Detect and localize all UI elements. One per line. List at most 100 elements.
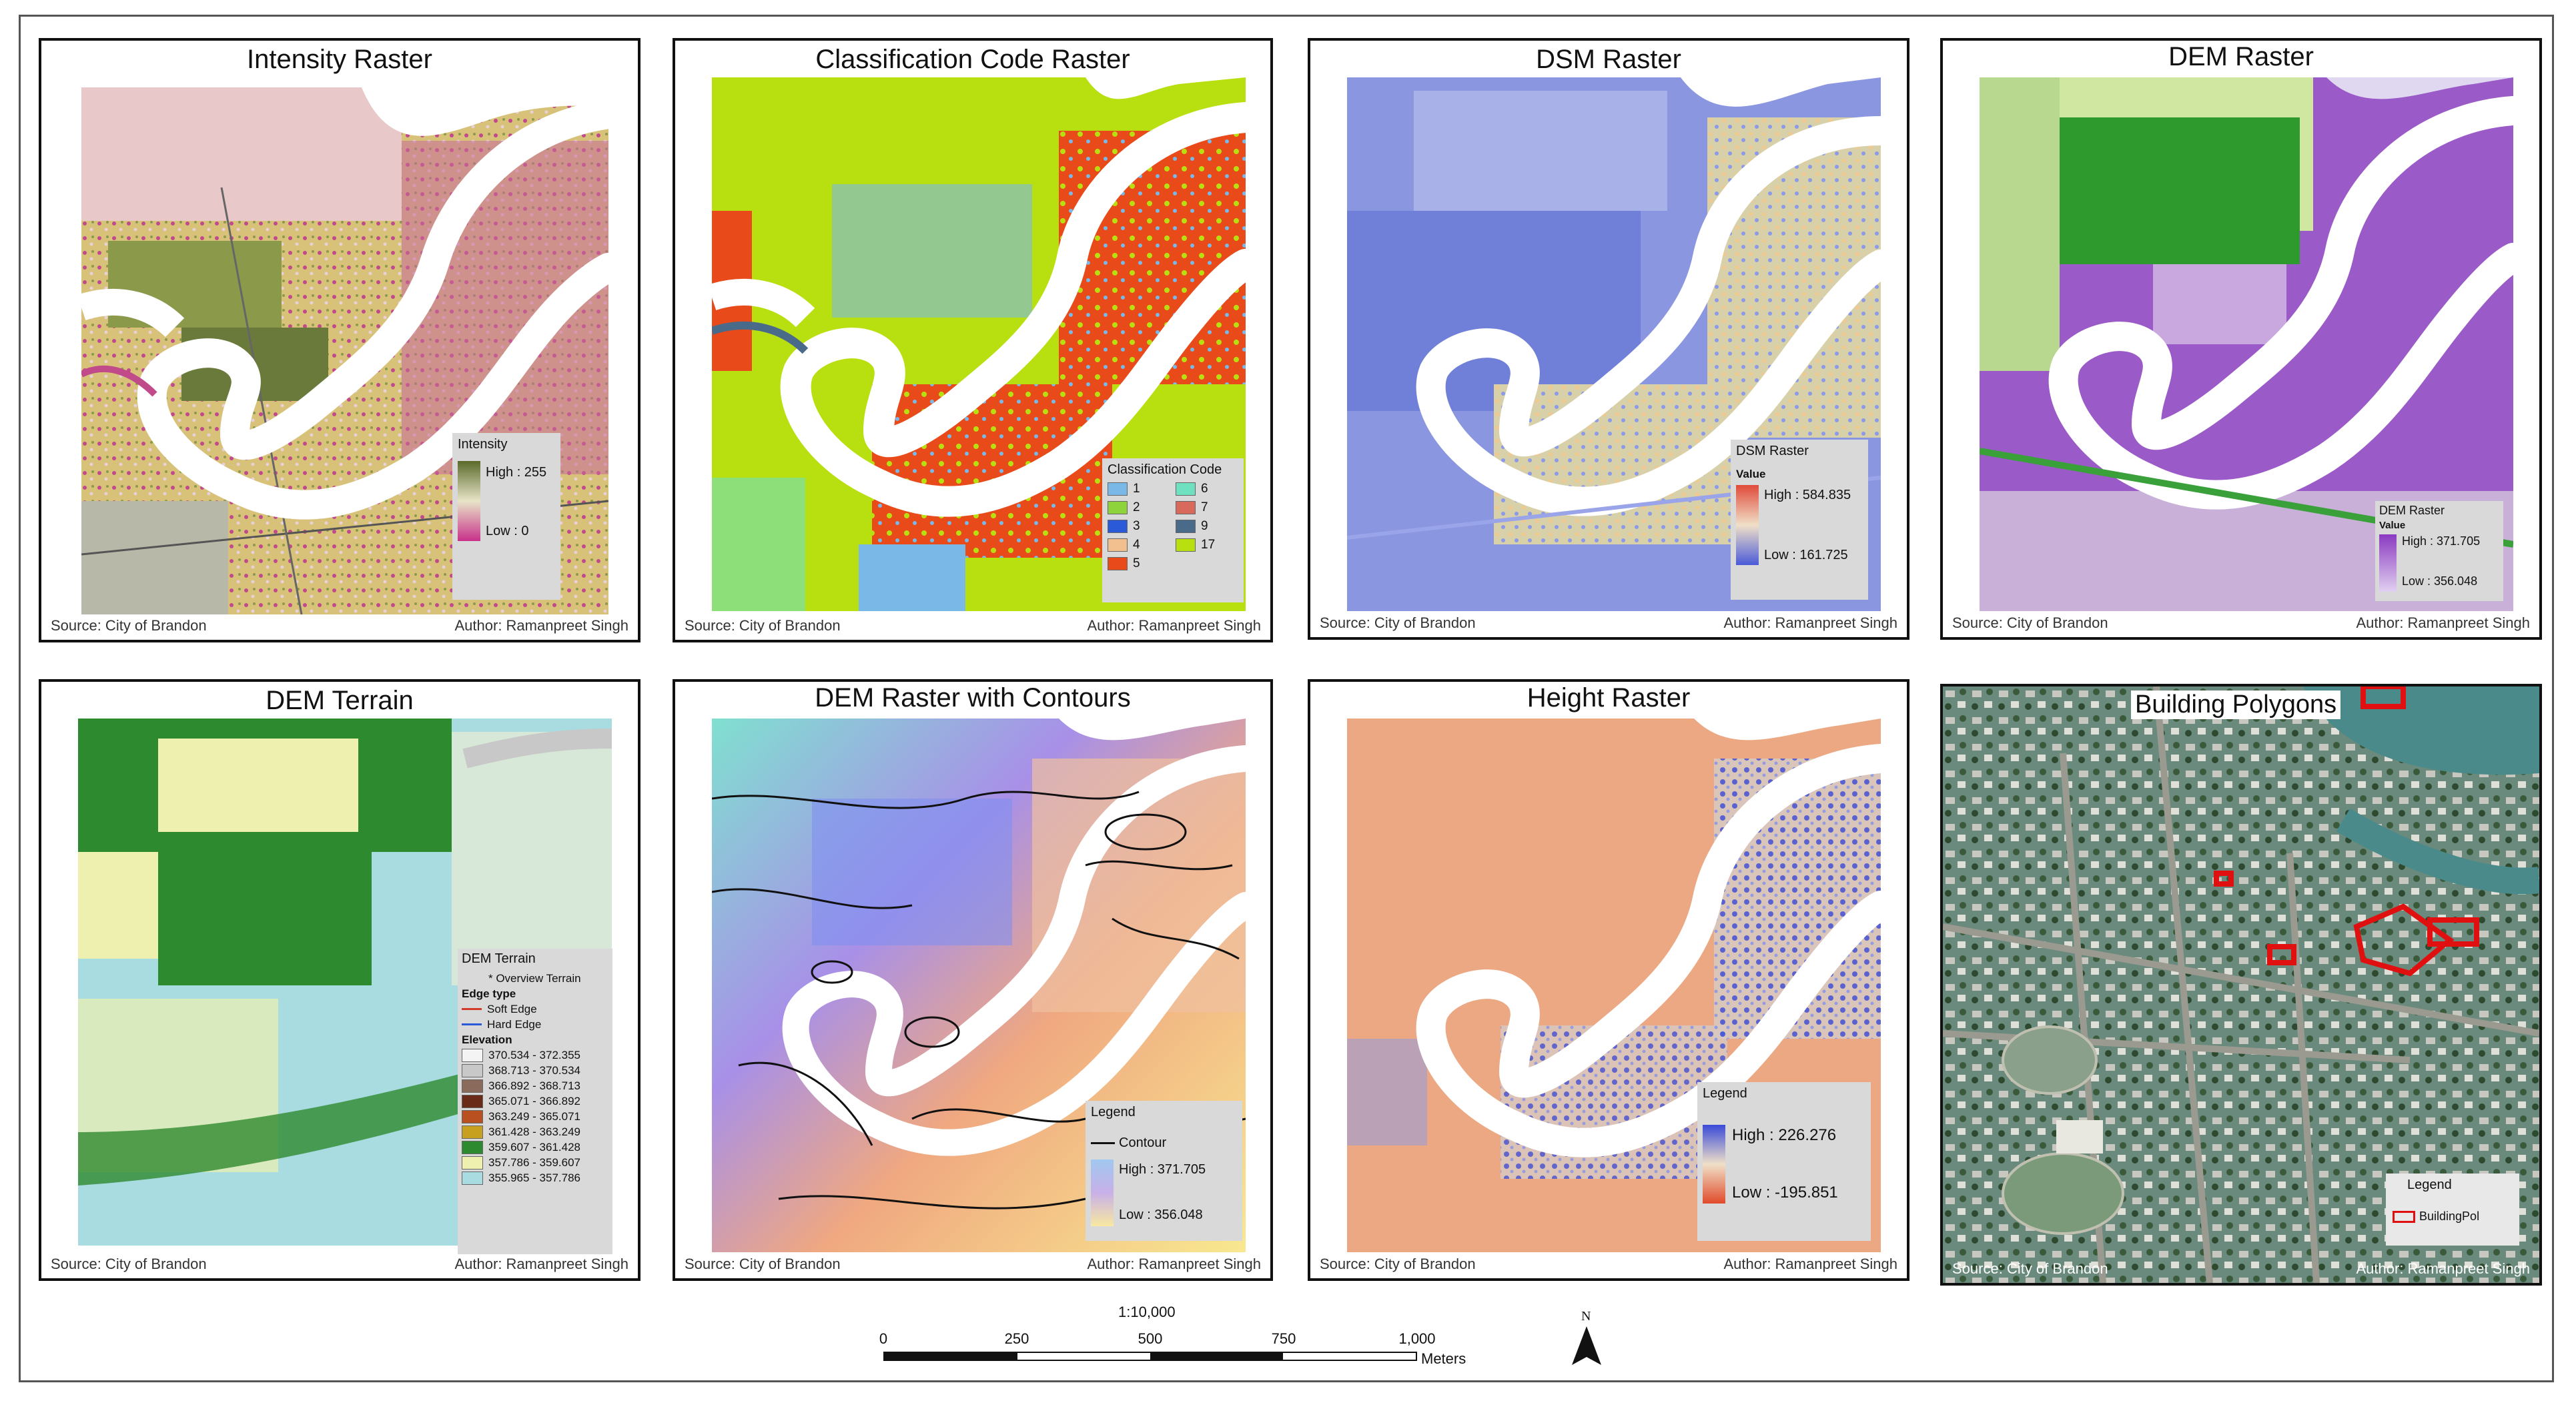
edge-type-item: Soft Edge: [462, 1001, 608, 1017]
scale-tick-label: 250: [1004, 1330, 1029, 1347]
class-color-swatch: [1176, 520, 1196, 533]
elevation-class-items: 370.534 - 372.355 368.713 - 370.534 366.89…: [462, 1047, 608, 1186]
panel-title: Intensity Raster: [247, 45, 432, 74]
legend-building-row: BuildingPol: [2393, 1210, 2479, 1224]
dem-color-ramp: [2379, 534, 2397, 592]
building-polygon-swatch: [2393, 1211, 2415, 1224]
author-note: Author: Ramanpreet Singh: [1087, 1256, 1262, 1272]
author-note: Author: Ramanpreet Singh: [1723, 614, 1898, 631]
class-color-swatch: [1108, 557, 1128, 570]
legend-edge-heading: Edge type: [462, 986, 608, 1001]
edge-type-items: Soft Edge Hard Edge: [462, 1001, 608, 1032]
class-color-swatch: [1176, 501, 1196, 514]
legend-title: DEM Raster: [2379, 504, 2445, 517]
map-layout-sheet: [19, 15, 2554, 1382]
dem-panel: DEM Raster DEM Raster Value High : 371.7…: [1940, 38, 2542, 640]
legend-high: High : 371.705: [2402, 534, 2481, 548]
elevation-color-swatch: [462, 1079, 483, 1093]
height-panel: Height Raster Legend High : 226.276 Low …: [1308, 679, 1909, 1281]
scale-tick-label: 1,000: [1398, 1330, 1436, 1347]
panel-title: DEM Raster: [2168, 42, 2314, 71]
author-note: Author: Ramanpreet Singh: [2356, 1260, 2531, 1277]
legend-overview: * Overview Terrain: [462, 971, 608, 986]
elevation-range-label: 368.713 - 370.534: [488, 1063, 581, 1077]
source-note: Source: City of Brandon: [685, 1256, 841, 1272]
dsm-map: [1347, 77, 1881, 611]
contours-panel: DEM Raster with Contours: [673, 679, 1273, 1281]
legend-low: Low : 356.048: [1119, 1208, 1203, 1222]
legend-title: Legend: [2407, 1178, 2452, 1192]
panel-title: DSM Raster: [1536, 45, 1681, 74]
author-note: Author: Ramanpreet Singh: [454, 1256, 629, 1272]
panel-title: Height Raster: [1527, 683, 1691, 713]
legend-high: High : 584.835: [1764, 488, 1851, 502]
legend-title: DSM Raster: [1736, 444, 1809, 458]
legend-high: High : 371.705: [1119, 1162, 1206, 1177]
elevation-range-label: 363.249 - 365.071: [488, 1109, 581, 1123]
legend-subtitle: Value: [1736, 468, 1766, 480]
elevation-color-swatch: [462, 1048, 483, 1062]
scale-ratio: 1:10,000: [1118, 1304, 1176, 1320]
source-note: Source: City of Brandon: [685, 617, 841, 634]
intensity-color-ramp: [458, 461, 480, 541]
elevation-range-label: 366.892 - 368.713: [488, 1079, 581, 1092]
edge-type-label: Hard Edge: [487, 1017, 542, 1031]
dem-legend: DEM Raster Value High : 371.705 Low : 35…: [2375, 501, 2503, 601]
class-color-swatch: [1176, 482, 1196, 496]
north-label: N: [1581, 1309, 1591, 1324]
scale-unit: Meters: [1421, 1350, 1466, 1367]
legend-title: DEM Terrain: [462, 951, 536, 966]
elevation-color-swatch: [462, 1094, 483, 1108]
class-code-label: 9: [1201, 519, 1208, 533]
class-code-label: 7: [1201, 500, 1208, 514]
elevation-class-item: 359.607 - 361.428: [462, 1139, 608, 1155]
elevation-heading-label: Elevation: [462, 1033, 512, 1046]
legend-title: Intensity: [458, 437, 508, 452]
classification-legend-item: 1: [1108, 482, 1170, 496]
north-arrow: N: [1567, 1309, 1607, 1369]
building-legend-label: BuildingPol: [2419, 1210, 2480, 1223]
overview-label: * Overview Terrain: [488, 971, 581, 985]
legend-elev-heading: Elevation: [462, 1032, 608, 1047]
author-note: Author: Ramanpreet Singh: [2356, 614, 2531, 631]
classification-legend-item: 17: [1176, 538, 1238, 552]
panel-title: Building Polygons: [2131, 690, 2341, 719]
dsm-color-ramp: [1736, 485, 1759, 565]
classification-panel: Classification Code Raster Classificatio…: [673, 38, 1273, 642]
legend-subtitle: Value: [2379, 520, 2406, 531]
panel-title: Classification Code Raster: [815, 45, 1130, 74]
dsm-legend: DSM Raster Value High : 584.835 Low : 16…: [1731, 440, 1868, 600]
elevation-class-item: 366.892 - 368.713: [462, 1078, 608, 1093]
edge-line-swatch: [462, 1023, 482, 1025]
scale-tick-label: 750: [1271, 1330, 1296, 1347]
buildings-panel: Building Polygons Legend BuildingPol Sou…: [1940, 684, 2542, 1286]
classification-legend-items: 1 6 2 7 3 9 4 17 5: [1108, 482, 1238, 571]
contour-line-swatch: [1091, 1142, 1115, 1145]
elevation-range-label: 355.965 - 357.786: [488, 1171, 581, 1184]
classification-legend-item: 6: [1176, 482, 1238, 496]
scale-tick-label: 500: [1138, 1330, 1163, 1347]
legend-title: Classification Code: [1108, 462, 1222, 477]
elevation-class-item: 357.786 - 359.607: [462, 1155, 608, 1170]
scale-tick-label: 0: [879, 1330, 888, 1347]
source-note: Source: City of Brandon: [51, 617, 207, 634]
source-note: Source: City of Brandon: [1320, 614, 1476, 631]
class-color-swatch: [1108, 520, 1128, 533]
legend-high: High : 255: [486, 465, 547, 480]
source-note: Source: City of Brandon: [1952, 1260, 2108, 1277]
elevation-range-label: 357.786 - 359.607: [488, 1155, 581, 1169]
source-note: Source: City of Brandon: [1952, 614, 2108, 631]
class-code-label: 5: [1133, 556, 1140, 570]
height-color-ramp: [1703, 1125, 1725, 1204]
intensity-legend: Intensity High : 255 Low : 0: [452, 433, 560, 600]
elevation-class-item: 370.534 - 372.355: [462, 1047, 608, 1063]
classification-legend-item: 5: [1108, 556, 1170, 571]
classification-legend-item: 2: [1108, 500, 1170, 515]
panel-title: DEM Raster with Contours: [815, 683, 1131, 713]
legend-low: Low : 161.725: [1764, 548, 1848, 562]
contours-map: [712, 719, 1246, 1252]
classification-legend: Classification Code 1 6 2 7 3 9 4 17 5: [1102, 458, 1244, 602]
height-legend: Legend High : 226.276 Low : -195.851: [1697, 1082, 1871, 1241]
elevation-color-swatch: [462, 1125, 483, 1139]
class-color-swatch: [1108, 501, 1128, 514]
